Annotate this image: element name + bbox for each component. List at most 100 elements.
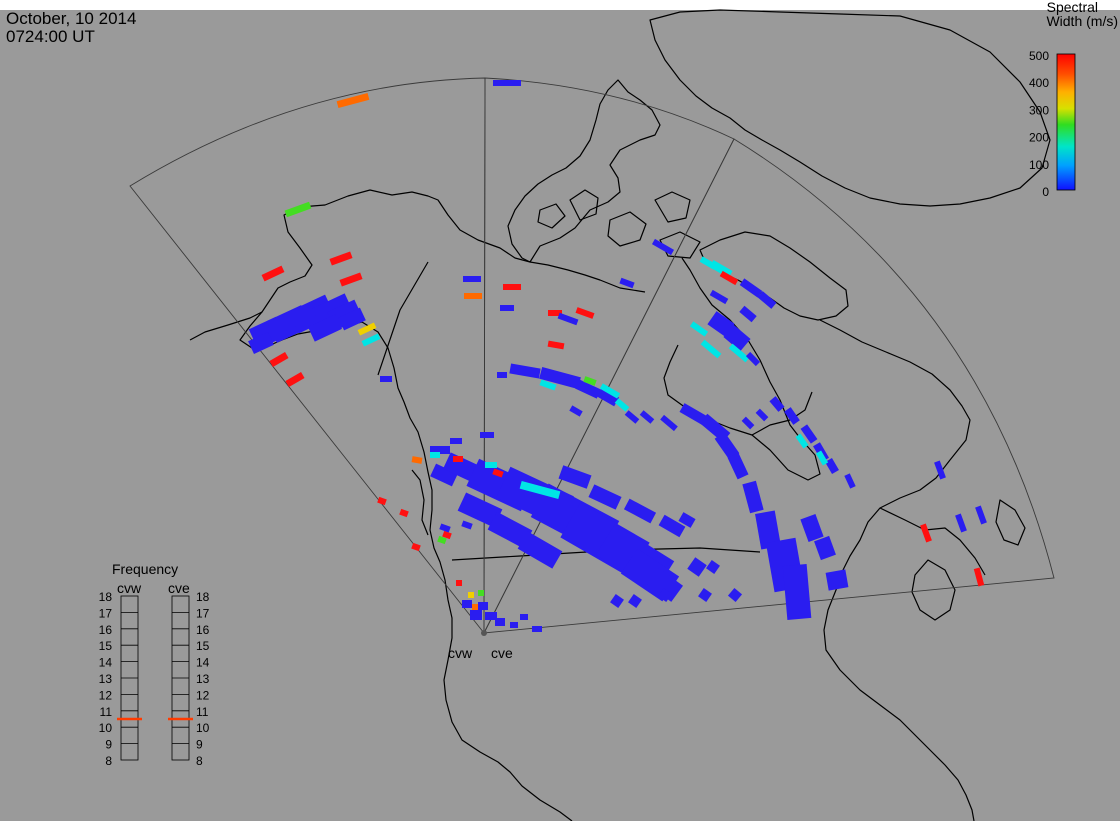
echo-cell bbox=[800, 513, 824, 543]
echo-cell bbox=[719, 270, 739, 286]
echo-cell bbox=[782, 564, 812, 620]
echo-cell bbox=[457, 492, 503, 528]
frequency-tick-left: 18 bbox=[99, 590, 113, 604]
echo-cell bbox=[706, 560, 720, 574]
echo-cell bbox=[377, 496, 387, 506]
frequency-tick-right: 8 bbox=[196, 754, 203, 768]
echo-cell bbox=[739, 278, 763, 298]
echo-cell bbox=[503, 284, 521, 290]
frequency-tick-right: 15 bbox=[196, 639, 210, 653]
echo-cell bbox=[510, 622, 518, 628]
echo-cell bbox=[480, 432, 494, 438]
echo-cell bbox=[583, 376, 597, 386]
echo-cell bbox=[519, 480, 561, 500]
echo-cell bbox=[461, 520, 473, 530]
echo-cell bbox=[339, 272, 363, 287]
echo-cell bbox=[660, 414, 678, 432]
colorbar-tick-label: 200 bbox=[1029, 131, 1049, 145]
echo-cell bbox=[517, 531, 563, 569]
echo-cell bbox=[709, 289, 729, 305]
frequency-radar-cve: cve bbox=[168, 580, 190, 596]
echo-cell bbox=[628, 594, 642, 608]
echo-cell bbox=[624, 410, 640, 424]
echo-cell bbox=[509, 363, 541, 379]
echo-cell bbox=[361, 333, 381, 347]
radar-label-cvw: cvw bbox=[448, 645, 473, 661]
echo-cell bbox=[539, 379, 557, 391]
echo-cell bbox=[745, 351, 761, 367]
colorbar: Spectral Width (m/s) 500 400 300 200 100 0 bbox=[1029, 0, 1118, 199]
echo-cell bbox=[548, 310, 562, 316]
echo-cell bbox=[651, 238, 675, 256]
echo-cell bbox=[485, 462, 497, 468]
echo-cell bbox=[557, 312, 579, 326]
frequency-tick-right: 11 bbox=[196, 705, 209, 719]
echo-cell bbox=[741, 416, 755, 430]
frequency-tick-left: 15 bbox=[99, 639, 113, 653]
echo-cell bbox=[815, 450, 829, 466]
frequency-tick-right: 18 bbox=[196, 590, 210, 604]
frequency-panel: Frequency cvw cve 18 18 17 17 16 16 15 15 14 14 13… bbox=[99, 561, 210, 768]
radar-label-cve: cve bbox=[491, 645, 513, 661]
colorbar-tick-label: 0 bbox=[1042, 185, 1049, 199]
echo-cell bbox=[727, 452, 749, 480]
frequency-tick-left: 9 bbox=[105, 738, 112, 752]
echo-cell bbox=[338, 307, 366, 331]
fov-cvw bbox=[129, 77, 486, 634]
echo-cell bbox=[470, 610, 482, 620]
echo-cell bbox=[336, 92, 370, 109]
echo-cell bbox=[547, 340, 565, 350]
echo-cell bbox=[569, 405, 583, 417]
echo-cell bbox=[658, 588, 672, 602]
echo-cell bbox=[430, 463, 458, 487]
echo-cell bbox=[723, 324, 751, 352]
echo-cell bbox=[539, 367, 581, 389]
echo-cell bbox=[920, 523, 932, 543]
colorbar-tick-label: 500 bbox=[1029, 49, 1049, 63]
echo-cell bbox=[261, 265, 285, 282]
echo-cell bbox=[285, 371, 305, 388]
frequency-tick-left: 13 bbox=[99, 672, 113, 686]
echo-cell bbox=[575, 379, 601, 399]
echo-cell bbox=[825, 457, 839, 475]
radar-echoes bbox=[248, 80, 987, 632]
echo-cell bbox=[619, 277, 635, 289]
frequency-tick-right: 9 bbox=[196, 738, 203, 752]
frequency-tick-left: 12 bbox=[99, 688, 113, 702]
map-background bbox=[0, 10, 1120, 821]
echo-cell bbox=[497, 372, 507, 378]
frequency-tick-left: 10 bbox=[99, 721, 113, 735]
echo-cell bbox=[520, 614, 528, 620]
frequency-tick-left: 11 bbox=[100, 705, 113, 719]
echo-cell bbox=[453, 456, 463, 462]
echo-cell bbox=[588, 484, 622, 510]
fov-overlap bbox=[483, 77, 735, 634]
time-label: 0724:00 UT bbox=[6, 27, 95, 46]
radar-fov bbox=[129, 77, 1055, 634]
echo-cell bbox=[248, 332, 274, 354]
echo-cell bbox=[456, 580, 462, 586]
echo-cell bbox=[646, 568, 684, 602]
frequency-tick-right: 12 bbox=[196, 688, 210, 702]
frequency-tick-left: 16 bbox=[99, 623, 113, 637]
frequency-tick-left: 14 bbox=[99, 656, 113, 670]
echo-cell bbox=[973, 567, 985, 587]
colorbar-tick-label: 400 bbox=[1029, 76, 1049, 90]
echo-cell bbox=[623, 498, 657, 524]
echo-cell bbox=[575, 307, 595, 319]
colorbar-tick-label: 300 bbox=[1029, 103, 1049, 117]
frequency-tick-right: 16 bbox=[196, 623, 210, 637]
echo-cell bbox=[700, 339, 722, 359]
echo-cell bbox=[463, 276, 481, 282]
colorbar-title-line1: Spectral bbox=[1047, 0, 1098, 15]
echo-cell bbox=[975, 505, 987, 525]
colorbar-tick-label: 100 bbox=[1029, 158, 1049, 172]
echo-cell bbox=[329, 251, 353, 266]
echo-cell bbox=[639, 410, 655, 424]
echo-cell bbox=[430, 452, 440, 458]
echo-cell bbox=[825, 569, 849, 591]
echo-cell bbox=[757, 291, 777, 309]
echo-cell bbox=[399, 508, 409, 518]
echo-cell bbox=[442, 530, 452, 540]
